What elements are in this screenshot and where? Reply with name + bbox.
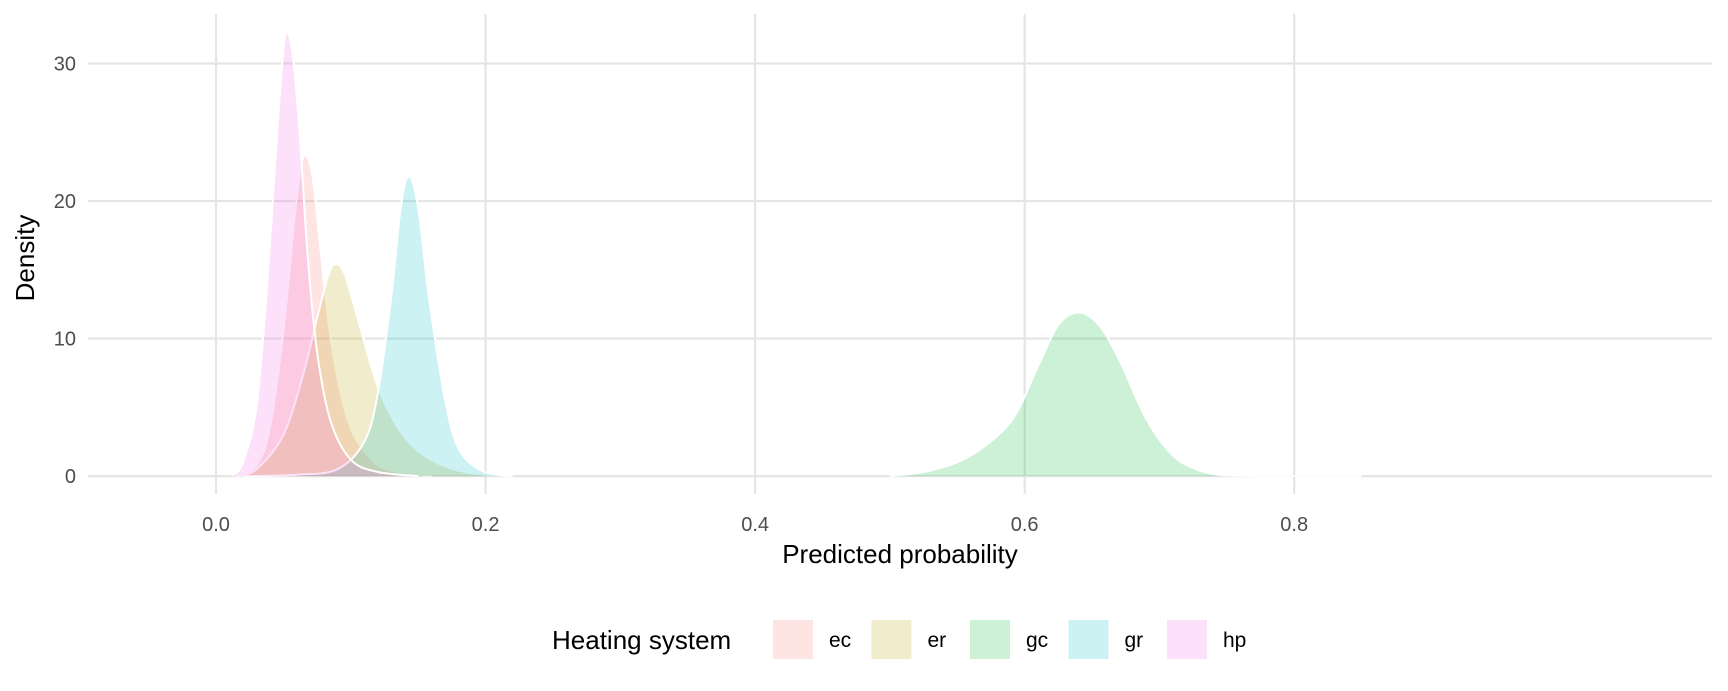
legend-swatch-ec xyxy=(773,620,813,659)
legend-label-gc: gc xyxy=(1026,629,1048,652)
x-tick-label-0-8: 0.8 xyxy=(1280,514,1308,536)
density-outline-er xyxy=(235,263,513,478)
legend-item-er: er xyxy=(871,620,947,659)
density-outline-hp xyxy=(231,31,419,478)
legend: Heating system ec er gc gr hp xyxy=(552,620,1246,659)
legend-swatch-er xyxy=(871,620,912,659)
y-axis-ticks: 0 10 20 30 xyxy=(54,54,76,489)
y-tick-label-30: 30 xyxy=(54,54,76,76)
density-area-gc xyxy=(889,312,1362,477)
legend-label-er: er xyxy=(928,629,947,652)
density-areas xyxy=(231,31,1362,478)
density-outline-gr xyxy=(242,175,513,478)
density-area-ec xyxy=(236,154,432,477)
density-area-er xyxy=(236,264,513,477)
y-tick-label-0: 0 xyxy=(65,466,76,488)
x-tick-label-0-2: 0.2 xyxy=(472,514,500,536)
x-tick-label-0: 0.0 xyxy=(202,514,230,536)
density-outline-gc xyxy=(889,311,1362,478)
legend-item-ec: ec xyxy=(773,620,851,659)
legend-label-gr: gr xyxy=(1125,629,1144,652)
legend-swatch-gc xyxy=(970,620,1010,659)
legend-item-hp: hp xyxy=(1167,620,1246,659)
y-axis-title: Density xyxy=(10,215,40,302)
x-tick-label-0-4: 0.4 xyxy=(741,514,769,536)
y-tick-label-20: 20 xyxy=(54,191,76,213)
legend-swatch-gr xyxy=(1068,620,1109,659)
legend-label-ec: ec xyxy=(829,629,851,652)
x-axis-ticks: 0.0 0.2 0.4 0.6 0.8 xyxy=(202,514,1308,536)
legend-item-gr: gr xyxy=(1068,620,1144,659)
legend-label-hp: hp xyxy=(1223,629,1246,652)
x-axis-title: Predicted probability xyxy=(782,539,1018,569)
legend-item-gc: gc xyxy=(970,620,1048,659)
legend-swatch-hp xyxy=(1167,620,1207,659)
density-outline-ec xyxy=(235,153,432,478)
grid-lines xyxy=(88,14,1712,494)
x-tick-label-0-6: 0.6 xyxy=(1011,514,1039,536)
density-area-hp xyxy=(232,32,419,477)
y-tick-label-10: 10 xyxy=(54,329,76,351)
legend-title: Heating system xyxy=(552,625,731,655)
